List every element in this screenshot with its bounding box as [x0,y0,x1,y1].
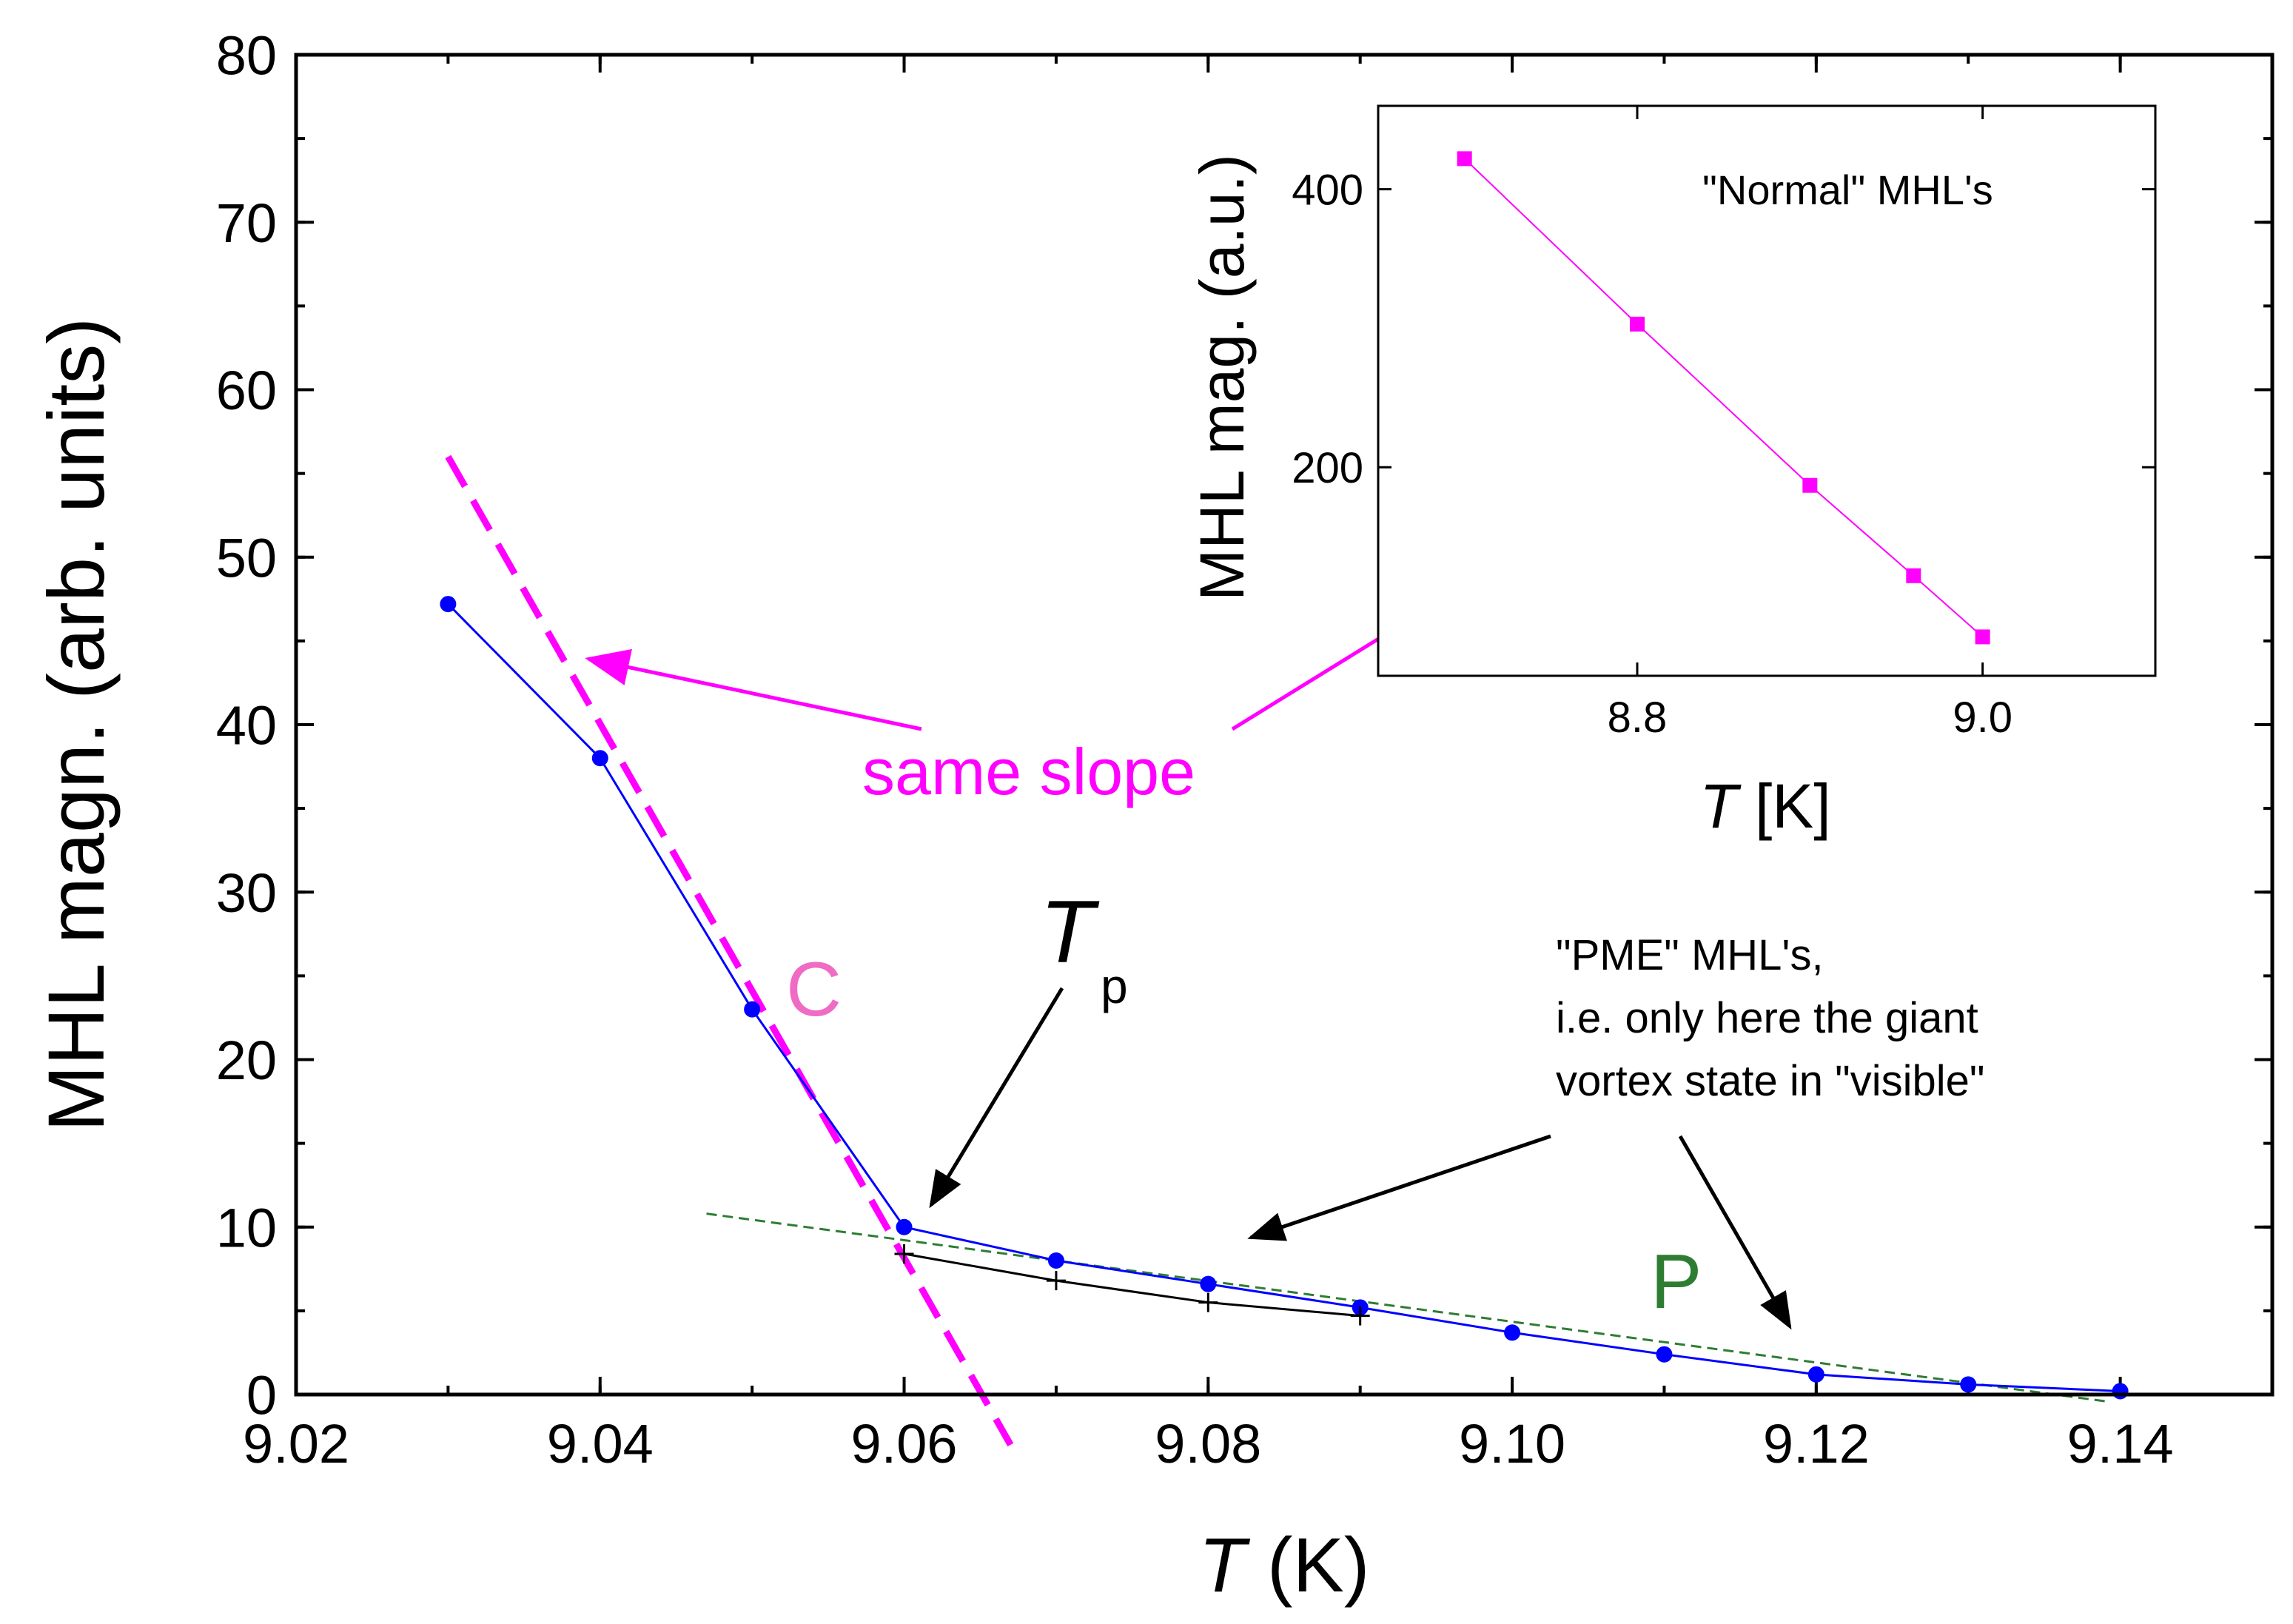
series-line-blue [447,603,2121,1392]
c-fit-label: C [786,947,842,1033]
x-tick-label: 9.14 [2067,1413,2174,1474]
data-point-circle [591,750,608,767]
data-point-plus [1198,1292,1218,1312]
tp-label: T [1040,882,1100,982]
tp-label-subscript: p [1101,959,1128,1013]
data-point-plus [1350,1306,1370,1326]
main-tick-labels: 9.02 9.04 9.06 9.08 9.10 9.12 9.14 0 10 20 30 40 50 6… [216,25,2174,1474]
x-tick-label: 8.8 [1608,694,1668,742]
pme-arrow-left [1247,1134,1551,1241]
pme-note-line-3: vortex state in "visible" [1556,1057,1985,1105]
pme-arrow-right [1678,1135,1792,1330]
main-plot-frame [294,53,2274,1397]
x-tick-label: 9.12 [1763,1413,1870,1474]
tp-label-main: T [1040,882,1100,982]
pme-note-line-1: "PME" MHL's, [1556,931,1824,979]
y-tick-label: 200 [1292,444,1363,492]
data-point-plus [1046,1271,1066,1291]
inset-plot: 8.8 9.0 200 400 "Normal" MHL's T [K] MHL ma… [1187,104,2157,841]
data-point-circle [1504,1324,1521,1341]
inset-x-axis-label: T [K] [1699,771,1830,841]
data-point-circle [440,596,457,613]
c-fit-line [445,454,1014,1447]
inset-data-point-square [1457,151,1472,167]
inset-tick-labels: 8.8 9.0 200 400 [1292,167,2012,742]
data-point-circle [1047,1252,1064,1269]
data-point-circle [2112,1383,2129,1400]
inset-x-axis-label-italic: T [1699,771,1742,841]
data-point-circle [1960,1376,1977,1393]
pme-note-line-2: i.e. only here the giant [1556,994,1978,1042]
main-y-axis-label: MHL magn. (arb. units) [31,318,121,1132]
data-point-circle [1200,1275,1217,1292]
x-tick-label: 9.04 [547,1413,654,1474]
y-tick-label: 40 [216,695,277,756]
same-slope-label: same slope [862,735,1195,808]
main-x-axis-label: T (K) [1198,1523,1369,1608]
data-point-circle [1656,1346,1673,1363]
x-tick-label: 9.02 [243,1413,349,1474]
y-tick-label: 10 [216,1197,277,1258]
x-tick-label: 9.0 [1953,694,2012,742]
x-tick-label: 9.10 [1459,1413,1565,1474]
data-point-circle [744,1001,761,1018]
inset-y-axis-label: MHL mag. (a.u.) [1187,154,1257,601]
inset-plot-frame [1377,104,2157,677]
data-point-circle [896,1218,913,1235]
main-x-axis-label-italic: T [1198,1523,1250,1608]
y-tick-label: 50 [216,527,277,588]
x-tick-label: 9.08 [1155,1413,1261,1474]
inset-data-point-square [1630,316,1645,332]
y-tick-label: 80 [216,25,277,87]
y-tick-label: 0 [246,1365,277,1426]
inset-ticks [1378,106,2155,676]
p-fit-line [706,1212,2106,1403]
main-plot: 9.02 9.04 9.06 9.08 9.10 9.12 9.14 0 10 20 30 40 50 6… [31,25,2274,1608]
main-marks [440,454,2129,1447]
data-point-plus [894,1244,914,1264]
inset-data-point-square [1975,629,1990,645]
y-tick-label: 20 [216,1030,277,1091]
data-point-circle [1807,1366,1824,1383]
inset-data-point-square [1906,568,1921,583]
p-fit-label: P [1651,1239,1702,1325]
tp-arrow [929,987,1064,1209]
y-tick-label: 30 [216,862,277,924]
inset-marks [1457,151,1990,645]
y-tick-label: 70 [216,192,277,254]
y-tick-label: 60 [216,360,277,421]
main-x-axis-label-unit: (K) [1246,1523,1370,1608]
inset-x-axis-label-unit: [K] [1738,771,1831,841]
x-tick-label: 9.06 [851,1413,958,1474]
y-tick-label: 400 [1292,167,1363,215]
series-line-black [904,1252,1360,1318]
same-slope-arrow-left [585,648,922,731]
inset-legend-text: "Normal" MHL's [1702,167,1993,213]
inset-data-point-square [1802,477,1818,493]
